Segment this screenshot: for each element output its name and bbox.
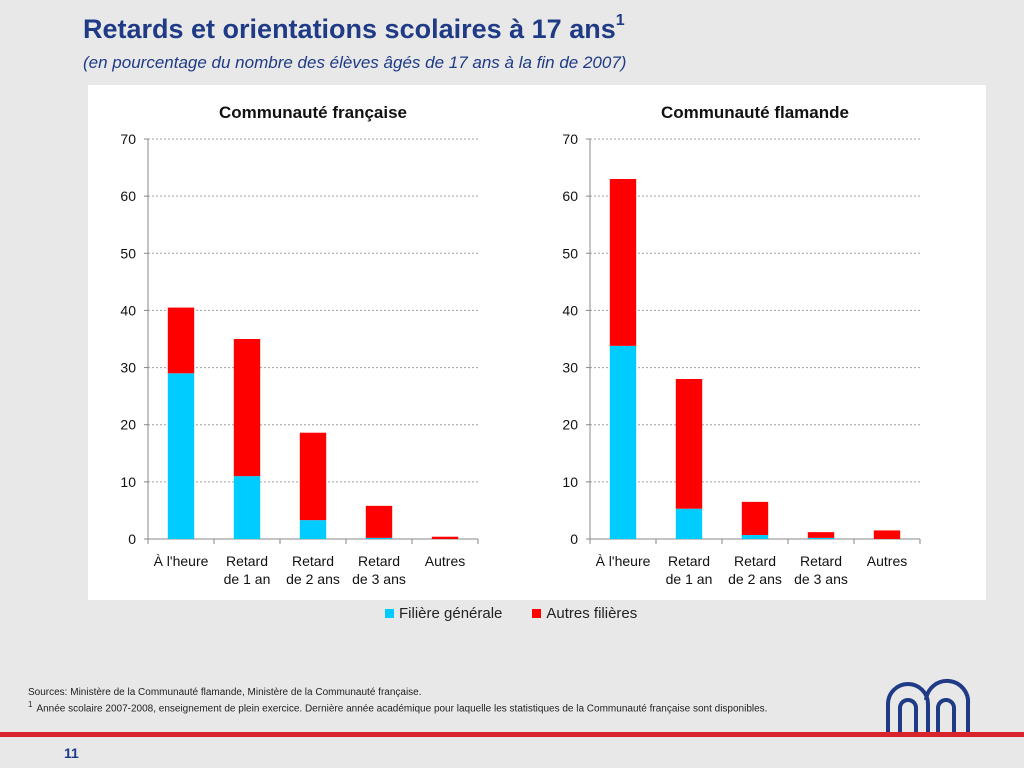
x-tick-label: de 2 ans xyxy=(728,571,782,587)
y-tick-label: 20 xyxy=(120,417,136,433)
x-tick-label: Autres xyxy=(425,553,465,569)
slide-title: Retards et orientations scolaires à 17 a… xyxy=(83,12,625,45)
legend-item-filiere-generale: Filière générale xyxy=(385,605,502,622)
nbb-logo-icon xyxy=(886,678,971,732)
bar-autres-filieres xyxy=(609,179,637,346)
y-tick-label: 50 xyxy=(562,245,578,261)
bar-filiere-generale xyxy=(675,508,703,539)
footer-rule xyxy=(0,732,1024,737)
bar-autres-filieres xyxy=(873,530,901,539)
x-tick-label: Retard xyxy=(292,553,334,569)
bar-filiere-generale xyxy=(299,520,327,539)
chart-title: Communauté flamande xyxy=(661,103,849,122)
legend-swatch-filiere-generale xyxy=(385,609,394,618)
x-tick-label: Retard xyxy=(734,553,776,569)
y-tick-label: 60 xyxy=(120,188,136,204)
x-tick-label: Retard xyxy=(226,553,268,569)
y-tick-label: 70 xyxy=(120,131,136,147)
x-tick-label: de 3 ans xyxy=(794,571,848,587)
bar-filiere-generale xyxy=(365,537,393,539)
slide-subtitle: (en pourcentage du nombre des élèves âgé… xyxy=(83,53,627,72)
legend-item-autres-filieres: Autres filières xyxy=(532,605,637,622)
bar-filiere-generale xyxy=(609,345,637,539)
x-tick-label: de 1 an xyxy=(666,571,713,587)
bar-autres-filieres xyxy=(675,379,703,509)
x-tick-label: Retard xyxy=(800,553,842,569)
y-tick-label: 60 xyxy=(562,188,578,204)
page-number: 11 xyxy=(64,745,79,761)
y-tick-label: 30 xyxy=(120,360,136,376)
legend-label-filiere-generale: Filière générale xyxy=(399,605,503,622)
sources-text: Sources: Ministère de la Communauté flam… xyxy=(28,687,422,698)
chart-svg: Communauté française 0 10 20 30 40 50 60 70 À l'h… xyxy=(120,103,479,587)
bar-autres-filieres xyxy=(807,532,835,538)
bar-filiere-generale xyxy=(807,537,835,539)
y-tick-label: 0 xyxy=(128,531,136,547)
y-tick-label: 10 xyxy=(562,474,578,490)
bar-autres-filieres xyxy=(299,432,327,521)
legend-label-autres-filieres: Autres filières xyxy=(546,605,638,622)
bar-autres-filieres xyxy=(233,339,261,477)
x-tick-label: À l'heure xyxy=(154,553,209,569)
footnote-text: Année scolaire 2007-2008, enseignement d… xyxy=(36,703,768,715)
chart-communaute-francaise: Communauté française 0 10 20 30 40 50 60 70 À l'h… xyxy=(88,85,544,600)
bar-autres-filieres xyxy=(167,307,195,374)
y-tick-label: 40 xyxy=(562,302,578,318)
y-tick-label: 70 xyxy=(562,131,578,147)
x-tick-label: Autres xyxy=(867,553,907,569)
bar-autres-filieres xyxy=(741,501,769,535)
chart-communaute-flamande: Communauté flamande 0 10 20 30 40 50 60 70 À l'he… xyxy=(530,85,986,600)
x-tick-label: Retard xyxy=(668,553,710,569)
x-tick-label: de 2 ans xyxy=(286,571,340,587)
y-tick-label: 20 xyxy=(562,417,578,433)
chart-svg: Communauté flamande 0 10 20 30 40 50 60 70 À l'he… xyxy=(562,103,921,587)
x-tick-label: À l'heure xyxy=(596,553,651,569)
chart-legend: Filière générale Autres filières xyxy=(385,605,637,622)
y-tick-label: 30 xyxy=(562,360,578,376)
y-tick-label: 0 xyxy=(570,531,578,547)
sources-block: Sources: Ministère de la Communauté flam… xyxy=(28,687,838,715)
bar-filiere-generale xyxy=(167,373,195,539)
bar-filiere-generale xyxy=(741,535,769,539)
footnote-mark: 1 xyxy=(28,700,33,709)
footnote: 1 Année scolaire 2007-2008, enseignement … xyxy=(28,699,838,715)
bar-filiere-generale xyxy=(233,476,261,539)
slide-title-text: Retards et orientations scolaires à 17 a… xyxy=(83,14,616,44)
legend-swatch-autres-filieres xyxy=(532,609,542,618)
bar-autres-filieres xyxy=(365,505,393,538)
y-tick-label: 50 xyxy=(120,245,136,261)
slide-title-footnote-mark: 1 xyxy=(615,12,625,29)
x-tick-label: Retard xyxy=(358,553,400,569)
x-tick-label: de 1 an xyxy=(224,571,271,587)
y-tick-label: 40 xyxy=(120,302,136,318)
x-tick-label: de 3 ans xyxy=(352,571,406,587)
chart-title: Communauté française xyxy=(219,103,407,122)
bar-autres-filieres xyxy=(431,536,459,539)
y-tick-label: 10 xyxy=(120,474,136,490)
